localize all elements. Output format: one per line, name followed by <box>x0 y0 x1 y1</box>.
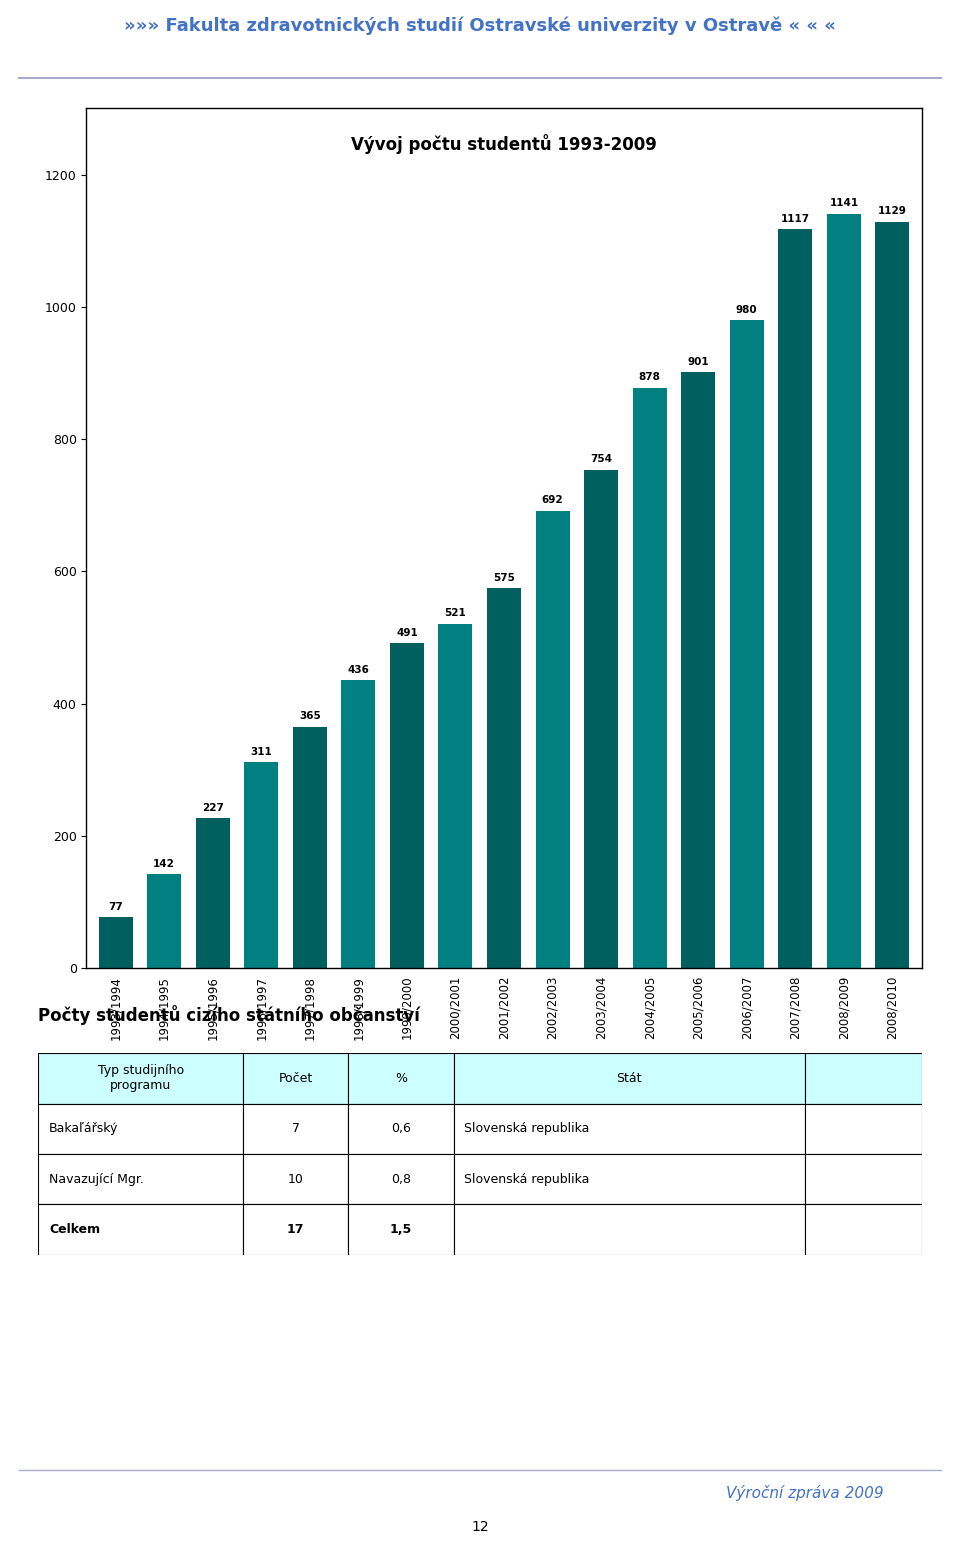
Bar <box>876 222 909 968</box>
FancyBboxPatch shape <box>38 1103 243 1154</box>
Bar <box>682 372 715 968</box>
Bar <box>99 917 132 968</box>
Bar <box>342 680 375 968</box>
Bar <box>827 214 861 968</box>
Text: 980: 980 <box>736 305 757 314</box>
Text: 0,8: 0,8 <box>391 1173 411 1185</box>
FancyBboxPatch shape <box>454 1154 804 1205</box>
FancyBboxPatch shape <box>804 1103 922 1154</box>
Bar <box>730 321 764 968</box>
Text: Počty studentů cizího státního občanství: Počty studentů cizího státního občanství <box>38 1005 420 1024</box>
Bar <box>147 874 181 968</box>
Text: 1117: 1117 <box>780 214 810 225</box>
FancyBboxPatch shape <box>243 1205 348 1255</box>
Text: Výroční zpráva 2009: Výroční zpráva 2009 <box>726 1485 883 1501</box>
Bar <box>196 818 229 968</box>
Bar <box>487 589 521 968</box>
FancyBboxPatch shape <box>454 1103 804 1154</box>
FancyBboxPatch shape <box>38 1154 243 1205</box>
Text: 1141: 1141 <box>829 198 858 208</box>
Text: 365: 365 <box>299 711 321 722</box>
FancyBboxPatch shape <box>804 1205 922 1255</box>
FancyBboxPatch shape <box>243 1154 348 1205</box>
Bar <box>536 511 569 968</box>
Text: 754: 754 <box>590 454 612 465</box>
Text: 878: 878 <box>638 372 660 383</box>
FancyBboxPatch shape <box>38 1053 243 1103</box>
Text: 142: 142 <box>154 860 175 869</box>
Text: Slovenská republika: Slovenská republika <box>465 1173 589 1185</box>
FancyBboxPatch shape <box>38 1205 243 1255</box>
FancyBboxPatch shape <box>243 1103 348 1154</box>
FancyBboxPatch shape <box>348 1053 454 1103</box>
Text: 692: 692 <box>541 496 564 505</box>
Text: %: % <box>395 1072 407 1084</box>
Text: Typ studijního
programu: Typ studijního programu <box>98 1064 183 1092</box>
FancyBboxPatch shape <box>804 1154 922 1205</box>
Text: 521: 521 <box>444 609 467 618</box>
Bar <box>779 229 812 968</box>
Text: 491: 491 <box>396 629 418 638</box>
Text: Stát: Stát <box>616 1072 642 1084</box>
FancyBboxPatch shape <box>454 1205 804 1255</box>
Bar <box>439 624 472 968</box>
FancyBboxPatch shape <box>243 1053 348 1103</box>
Text: 575: 575 <box>493 573 515 582</box>
Text: Bakaľářský: Bakaľářský <box>49 1123 118 1135</box>
Text: »»» Fakulta zdravotnických studií Ostravské univerzity v Ostravě « « «: »»» Fakulta zdravotnických studií Ostrav… <box>124 17 836 34</box>
FancyBboxPatch shape <box>348 1154 454 1205</box>
Bar <box>584 469 618 968</box>
Text: 1,5: 1,5 <box>390 1224 412 1236</box>
Bar <box>390 643 424 968</box>
Bar <box>293 726 326 968</box>
Text: Vývoj počtu studentů 1993-2009: Vývoj počtu studentů 1993-2009 <box>351 135 657 155</box>
Text: Celkem: Celkem <box>49 1224 100 1236</box>
Bar <box>633 387 666 968</box>
Text: 227: 227 <box>202 802 224 813</box>
Text: 0,6: 0,6 <box>391 1123 411 1135</box>
Text: 901: 901 <box>687 356 709 367</box>
FancyBboxPatch shape <box>454 1053 804 1103</box>
Text: 436: 436 <box>348 665 370 674</box>
Text: 17: 17 <box>287 1224 304 1236</box>
FancyBboxPatch shape <box>348 1205 454 1255</box>
Text: 311: 311 <box>251 747 272 757</box>
Text: 1129: 1129 <box>878 206 907 217</box>
FancyBboxPatch shape <box>348 1103 454 1154</box>
Text: Navazující Mgr.: Navazující Mgr. <box>49 1173 144 1185</box>
Bar <box>244 762 278 968</box>
Text: 7: 7 <box>292 1123 300 1135</box>
FancyBboxPatch shape <box>804 1053 922 1103</box>
Text: Počet: Počet <box>278 1072 313 1084</box>
Text: 77: 77 <box>108 902 123 912</box>
Text: 12: 12 <box>471 1520 489 1535</box>
Text: Slovenská republika: Slovenská republika <box>465 1123 589 1135</box>
Text: 10: 10 <box>288 1173 303 1185</box>
